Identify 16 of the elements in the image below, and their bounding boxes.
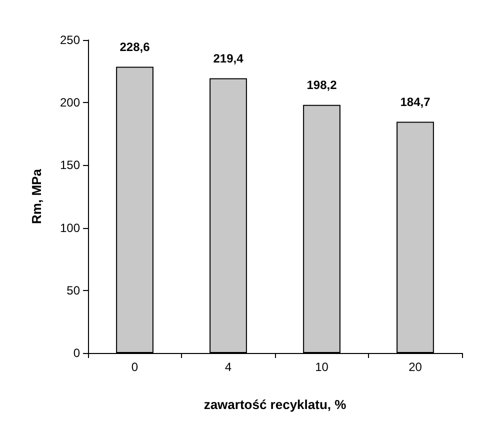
x-tick-label: 0 (131, 360, 138, 374)
y-axis-title: Rm, MPa (29, 168, 44, 224)
y-tick-label: 50 (66, 283, 80, 298)
data-label: 198,2 (306, 78, 338, 92)
y-tick-label: 0 (73, 346, 80, 360)
y-tick-label: 150 (60, 158, 80, 172)
data-label: 219,4 (213, 51, 244, 66)
x-tick-label: 4 (224, 360, 232, 374)
x-tick-label: 10 (315, 360, 329, 374)
y-tick-label: 200 (60, 96, 80, 110)
x-axis-title: zawartość recyklatu, % (204, 397, 347, 412)
y-tick-label: 100 (60, 220, 80, 235)
data-label: 228,6 (120, 40, 150, 54)
y-tick-label: 250 (60, 33, 80, 47)
x-tick-label: 20 (408, 360, 422, 374)
data-label: 184,7 (400, 94, 431, 109)
